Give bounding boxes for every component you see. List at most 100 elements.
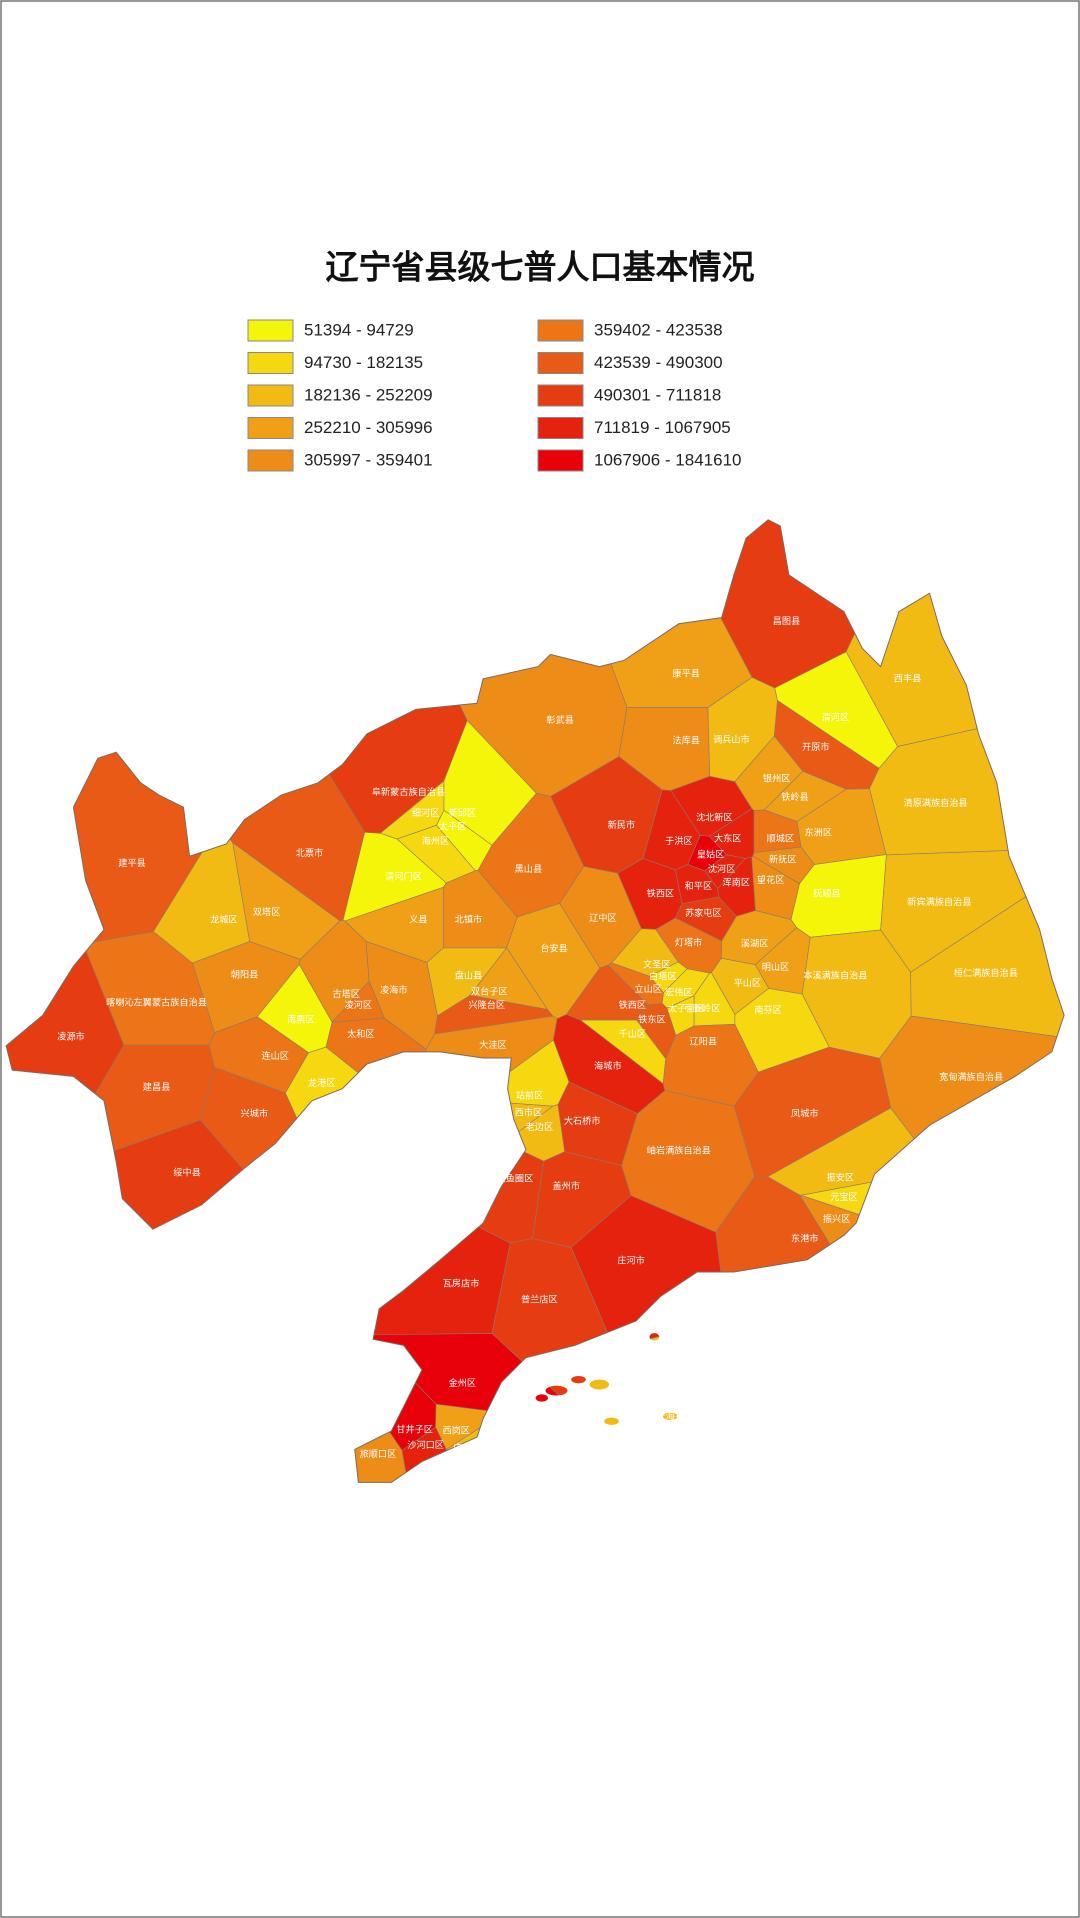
region-label: 辽中区: [589, 912, 616, 924]
legend-label: 359402 - 423538: [594, 320, 723, 339]
region-label: 连山区: [261, 1050, 288, 1062]
region-label: 平山区: [734, 978, 761, 989]
legend-swatch: [537, 319, 584, 342]
region-label: 宽甸满族自治县: [939, 1071, 1003, 1083]
legend-swatch: [247, 384, 294, 407]
region-label: 鲅鱼圈区: [497, 1173, 534, 1185]
legend-swatch: [537, 417, 584, 439]
region-label: 沙河口区: [407, 1439, 444, 1451]
region-label: 双台子区: [471, 985, 508, 997]
region-label: 顺城区: [767, 834, 794, 845]
region-label: 凤城市: [791, 1108, 818, 1120]
region-label: 振安区: [827, 1171, 854, 1183]
region-label: 北镇市: [455, 913, 482, 925]
region-label: 抚顺县: [813, 888, 840, 900]
region-label: 细河区: [412, 807, 439, 819]
region-label: 凌源市: [57, 1031, 84, 1043]
region-label: 甘井子区: [396, 1423, 433, 1435]
region-label: 龙港区: [308, 1077, 335, 1089]
region-label: 铁东区: [638, 1014, 665, 1026]
region-label: 义县: [409, 914, 427, 925]
region-label: 明山区: [762, 962, 789, 973]
region-label: 兴城市: [241, 1108, 268, 1120]
region-label: 新抚区: [769, 853, 796, 865]
region-label: 盖州市: [553, 1180, 580, 1192]
region-label: 老边区: [526, 1121, 553, 1133]
region-label: 和平区: [685, 881, 712, 892]
region-label: 银州区: [763, 773, 790, 785]
region-label: 喀喇沁左翼蒙古族自治县: [106, 996, 207, 1008]
region-label: 元宝区: [830, 1191, 857, 1203]
region-label: 龙城区: [210, 913, 237, 925]
region-label: 弓长岭区: [684, 1003, 721, 1015]
region-label: 皇姑区: [697, 848, 724, 860]
region-label: 调兵山市: [713, 733, 750, 745]
region-label: 古塔区: [332, 988, 359, 1000]
legend-label: 182136 - 252209: [304, 385, 433, 404]
region-label: 朝阳县: [231, 969, 258, 980]
region-label: 桓仁满族自治县: [954, 967, 1018, 979]
region-label: 新民市: [608, 819, 635, 831]
legend: 51394 - 94729 94730 - 182135 182136 - 2522…: [247, 319, 741, 472]
region-label: 双塔区: [253, 906, 280, 918]
region-label: 清河门区: [385, 870, 422, 882]
region-label: 绥中县: [173, 1166, 200, 1178]
region-label: 太子河区: [668, 1003, 705, 1015]
region-label: 宏伟区: [665, 987, 692, 999]
region-label: 法库县: [672, 735, 699, 747]
region-label: 南票区: [287, 1014, 314, 1026]
region-label: 瓦房店市: [443, 1278, 480, 1290]
region-label: 文圣区: [643, 959, 670, 971]
region-label: 沈河区: [708, 863, 735, 875]
legend-label: 1067906 - 1841610: [594, 450, 741, 469]
region-label: 兴隆台区: [468, 999, 505, 1011]
region-label: 大石桥市: [564, 1115, 601, 1127]
region-label: 北票市: [296, 847, 323, 859]
province-outline: [5, 519, 1065, 1483]
region-label: 白塔区: [649, 971, 676, 983]
region-label: 铁西区: [619, 999, 646, 1011]
map-title: 辽宁省县级七普人口基本情况: [326, 248, 755, 287]
legend-swatch: [247, 352, 294, 374]
legend-swatch: [247, 417, 294, 439]
region-label: 站前区: [516, 1089, 543, 1101]
region-label: 中山区: [453, 1442, 480, 1454]
region-label: 溪湖区: [741, 938, 768, 950]
region-label: 彰武县: [546, 714, 573, 726]
legend-label: 252210 - 305996: [304, 418, 433, 437]
region-label: 灯塔市: [675, 937, 702, 949]
region-label: 海城市: [594, 1060, 621, 1072]
region-label: 铁西区: [647, 888, 674, 900]
region: [751, 855, 800, 920]
region-label: 千山区: [619, 1029, 646, 1040]
region-label: 建平县: [118, 857, 145, 869]
region-label: 清原满族自治县: [904, 797, 968, 809]
region-label: 康平县: [672, 667, 699, 679]
region-label: 黑山县: [515, 864, 542, 875]
legend-swatch: [537, 384, 584, 407]
region-label: 清河区: [822, 711, 849, 723]
legend-label: 51394 - 94729: [304, 320, 414, 339]
region-label: 海州区: [422, 835, 449, 847]
region-label: 浑南区: [723, 877, 750, 889]
region-label: 盘山县: [455, 970, 482, 982]
legend-swatch: [537, 449, 584, 472]
region-label: 铁岭县: [781, 791, 808, 803]
region-label: 立山区: [635, 983, 662, 995]
region-label: 南芬区: [754, 1004, 781, 1016]
region-label: 东港市: [791, 1233, 818, 1245]
region-label: 太平区: [439, 820, 466, 832]
region-label: 大东区: [714, 833, 741, 845]
region-label: 大洼区: [479, 1039, 506, 1051]
region-label: 开原市: [802, 741, 829, 753]
region-label: 阜新蒙古族自治县: [372, 786, 445, 798]
legend-label: 423539 - 490300: [594, 353, 723, 372]
region-label: 苏家屯区: [685, 907, 722, 919]
region-label: 新宾满族自治县: [907, 896, 971, 908]
region-label: 望花区: [757, 874, 784, 886]
legend-label: 305997 - 359401: [304, 450, 433, 469]
legend-label: 490301 - 711818: [594, 385, 721, 404]
region-label: 岫岩满族自治县: [647, 1144, 711, 1156]
